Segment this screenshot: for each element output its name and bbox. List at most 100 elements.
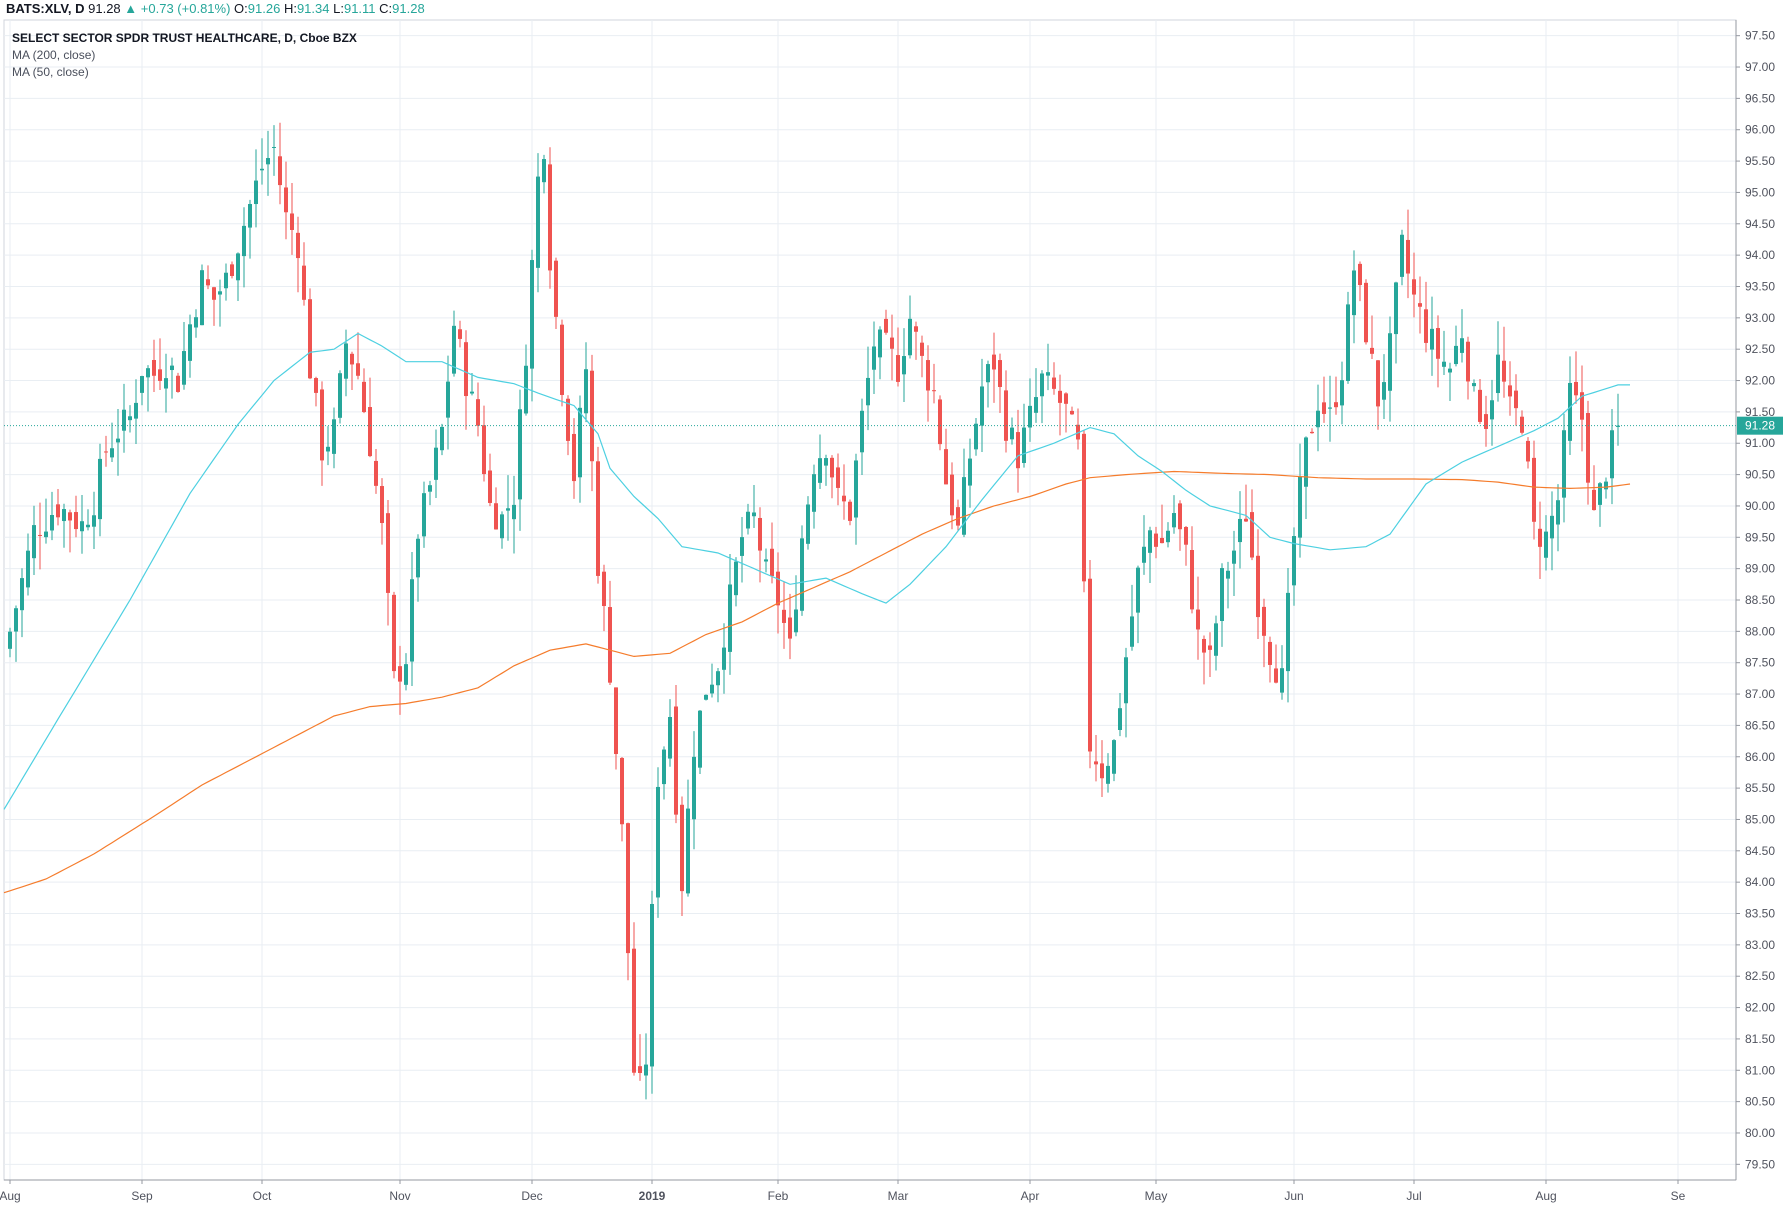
open-label: O: [234, 1, 248, 16]
y-tick-label: 84.00 [1745, 875, 1775, 889]
candle-up [446, 381, 450, 418]
candle-down [1094, 761, 1098, 765]
candle-down [1208, 645, 1212, 650]
low-value: 91.11 [343, 1, 376, 16]
candle-up [1172, 513, 1176, 528]
candle-down [74, 512, 78, 530]
y-tick-label: 88.50 [1745, 593, 1775, 607]
y-tick-label: 83.00 [1745, 938, 1775, 952]
candle-up [62, 509, 66, 522]
open-value: 91.26 [247, 1, 281, 16]
candle-down [1412, 279, 1416, 295]
candle-down [308, 299, 312, 379]
candle-up [530, 260, 534, 369]
legend-ma50[interactable]: MA (50, close) [12, 65, 89, 79]
candle-down [1526, 440, 1530, 462]
x-tick-label: Jul [1406, 1189, 1421, 1203]
x-tick-label: Aug [0, 1189, 21, 1203]
legend-ma200[interactable]: MA (200, close) [12, 48, 96, 62]
candle-down [914, 326, 918, 332]
y-tick-label: 82.50 [1745, 969, 1775, 983]
candle-down [1196, 609, 1200, 630]
candle-down [356, 363, 360, 376]
y-tick-label: 96.50 [1745, 91, 1775, 105]
candle-up [182, 351, 186, 385]
candle-up [236, 253, 240, 281]
candle-down [830, 457, 834, 478]
candle-down [1070, 410, 1074, 415]
candle-down [998, 360, 1002, 387]
candle-down [1190, 550, 1194, 610]
candle-down [566, 398, 570, 441]
candle-down [554, 260, 558, 317]
candle-down [1100, 763, 1104, 779]
candle-down [302, 265, 306, 300]
candle-up [194, 317, 198, 328]
y-tick-label: 87.00 [1745, 687, 1775, 701]
candle-down [1520, 416, 1524, 433]
candle-up [1442, 361, 1446, 367]
candle-up [536, 176, 540, 268]
candle-up [1496, 354, 1500, 394]
candle-up [794, 609, 798, 633]
candle-up [1130, 616, 1134, 647]
candle-up [122, 409, 126, 431]
candle-up [416, 538, 420, 578]
candle-up [1610, 430, 1614, 479]
candle-down [380, 486, 384, 524]
candle-up [524, 365, 528, 414]
candle-up [116, 438, 120, 443]
candle-down [950, 474, 954, 516]
candle-down [938, 399, 942, 445]
candle-up [14, 608, 18, 632]
candle-up [410, 579, 414, 662]
y-tick-label: 94.00 [1745, 248, 1775, 262]
candle-down [608, 607, 612, 683]
candle-up [1388, 333, 1392, 391]
x-tick-label: Dec [521, 1189, 542, 1203]
candle-down [1538, 528, 1542, 547]
candle-down [782, 609, 786, 623]
candle-down [674, 706, 678, 815]
candle-down [1244, 518, 1248, 522]
y-tick-label: 93.50 [1745, 279, 1775, 293]
candle-up [1328, 407, 1332, 409]
candle-up [974, 423, 978, 450]
candle-up [326, 446, 330, 452]
candle-down [1064, 393, 1068, 404]
candle-up [812, 474, 816, 512]
candle-up [1034, 397, 1038, 413]
price-change: +0.73 (+0.81%) [140, 1, 231, 16]
candle-down [896, 355, 900, 382]
candle-down [1268, 641, 1272, 665]
x-tick-label: 2019 [639, 1189, 666, 1203]
candle-up [668, 716, 672, 759]
symbol-label: BATS:XLV, D [6, 1, 85, 16]
candle-up [800, 538, 804, 611]
low-label: L: [333, 1, 344, 16]
candle-up [1232, 550, 1236, 564]
candle-down [1406, 239, 1410, 274]
candle-up [44, 531, 48, 538]
candle-up [80, 521, 84, 532]
candle-up [740, 537, 744, 556]
candle-down [596, 461, 600, 576]
candle-down [920, 342, 924, 356]
candle-down [1160, 537, 1164, 544]
candle-down [158, 369, 162, 381]
candle-up [92, 515, 96, 527]
y-axis: 79.50 80.00 80.50 81.00 81.50 82.00 82.50 83.00… [1736, 29, 1775, 1171]
candle-up [164, 378, 168, 389]
candle-up [1142, 546, 1146, 563]
candle-down [386, 513, 390, 593]
candle-down [398, 666, 402, 682]
candle-up [1298, 476, 1302, 538]
candle-up [188, 324, 192, 361]
candle-down [284, 187, 288, 213]
candle-up [512, 504, 516, 520]
candle-up [1106, 765, 1110, 784]
candle-down [620, 757, 624, 825]
candle-up [1490, 400, 1494, 420]
candle-up [860, 410, 864, 453]
